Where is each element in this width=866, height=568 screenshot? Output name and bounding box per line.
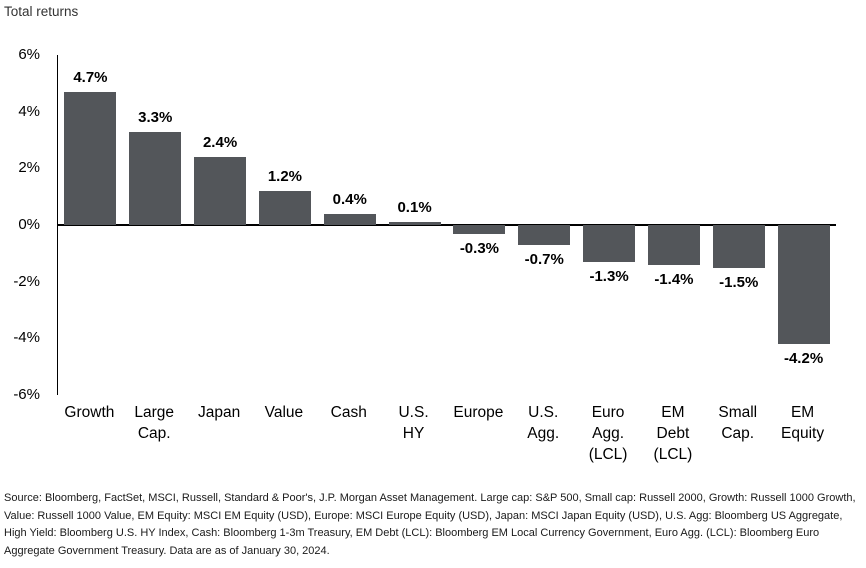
category-label-line: Agg. (592, 425, 625, 442)
y-tick-label: 4% (18, 102, 40, 120)
category-label-line: Cap. (721, 425, 755, 442)
bar-value-label: -1.5% (719, 273, 759, 291)
category-label-line: Europe (453, 404, 504, 421)
bar (258, 191, 311, 225)
y-tick-label: 2% (18, 159, 40, 177)
y-tick-label: 0% (18, 216, 40, 233)
bar-value-label: 2.4% (202, 134, 238, 151)
bar-value-label: -0.7% (524, 250, 564, 268)
bar (453, 225, 506, 234)
bar (64, 91, 117, 225)
y-tick-label: 6% (18, 46, 40, 63)
y-tick-label: -6% (13, 386, 40, 403)
y-tick-label: -2% (13, 272, 40, 290)
category-label: Small Cap. (705, 402, 770, 444)
bar-value-label: 0.4% (332, 190, 367, 208)
category-label-line: U.S. (398, 404, 429, 421)
category-label-line: Value (264, 404, 304, 421)
category-label-line: Growth (64, 404, 115, 421)
category-label: U.S. Agg. (511, 402, 576, 444)
bar-value-label: 0.1% (397, 199, 432, 217)
category-label-line: Cap. (137, 425, 171, 442)
bar-value-label: -1.4% (654, 270, 694, 288)
category-label-line: HY (402, 425, 425, 442)
plot-area: 4.7% 3.3% 2.4% 1.2% 0.4% 0.1% -0.3% -0.7% -1.3% -… (57, 55, 836, 395)
bar (712, 225, 765, 268)
category-label: Euro Agg. (LCL) (576, 402, 641, 465)
bar-value-label: 3.3% (138, 108, 173, 126)
category-label-line: EM (661, 404, 685, 421)
bar (518, 225, 571, 245)
bar (388, 222, 441, 225)
category-label-line: Japan (197, 404, 241, 421)
bar (583, 225, 636, 262)
bar-value-label: -0.3% (459, 239, 499, 257)
bar (129, 131, 182, 225)
category-label-line: U.S. (528, 404, 559, 421)
chart-title: Total returns (4, 4, 79, 19)
bar-value-label: 1.2% (267, 168, 303, 185)
category-label-line: Cash (330, 404, 367, 421)
bar-value-label: -4.2% (783, 350, 824, 367)
bar-value-label: -1.3% (589, 267, 629, 285)
category-label: Japan (187, 402, 252, 423)
category-label: Europe (446, 402, 511, 423)
category-label: Value (252, 402, 317, 423)
category-label: Cash (316, 402, 381, 423)
y-axis: 6% 4% 2% 0% -2% -4% -6% (0, 46, 40, 403)
category-label-line: Small (718, 404, 758, 421)
bar (194, 157, 247, 225)
zero-axis-line (58, 224, 836, 226)
bar (777, 225, 830, 344)
category-label: EM Debt (LCL) (641, 402, 706, 465)
category-label: EM Equity (770, 402, 835, 444)
bar (323, 213, 376, 225)
category-label-line: Equity (781, 425, 825, 442)
x-axis-labels: Growth Large Cap. Japan Value Cash U.S. HY Europ… (57, 402, 835, 482)
category-label: Large Cap. (122, 402, 187, 444)
category-label-line: EM (790, 404, 815, 421)
category-label-line: Large (134, 404, 175, 421)
category-label: Growth (57, 402, 122, 423)
bar-value-label: 4.7% (73, 68, 108, 86)
category-label-line: (LCL) (653, 446, 693, 463)
chart-body: 6% 4% 2% 0% -2% -4% -6% 4.7% 3.3% 2.4% 1.2% 0.4% 0.… (0, 46, 866, 403)
category-label-line: Euro (591, 404, 625, 421)
bar (647, 225, 700, 265)
category-label-line: Agg. (527, 425, 560, 442)
category-label-line: Debt (656, 425, 690, 442)
category-label: U.S. HY (381, 402, 446, 444)
source-note: Source: Bloomberg, FactSet, MSCI, Russel… (4, 492, 856, 557)
category-label-line: (LCL) (588, 446, 628, 463)
y-tick-label: -4% (13, 329, 40, 347)
